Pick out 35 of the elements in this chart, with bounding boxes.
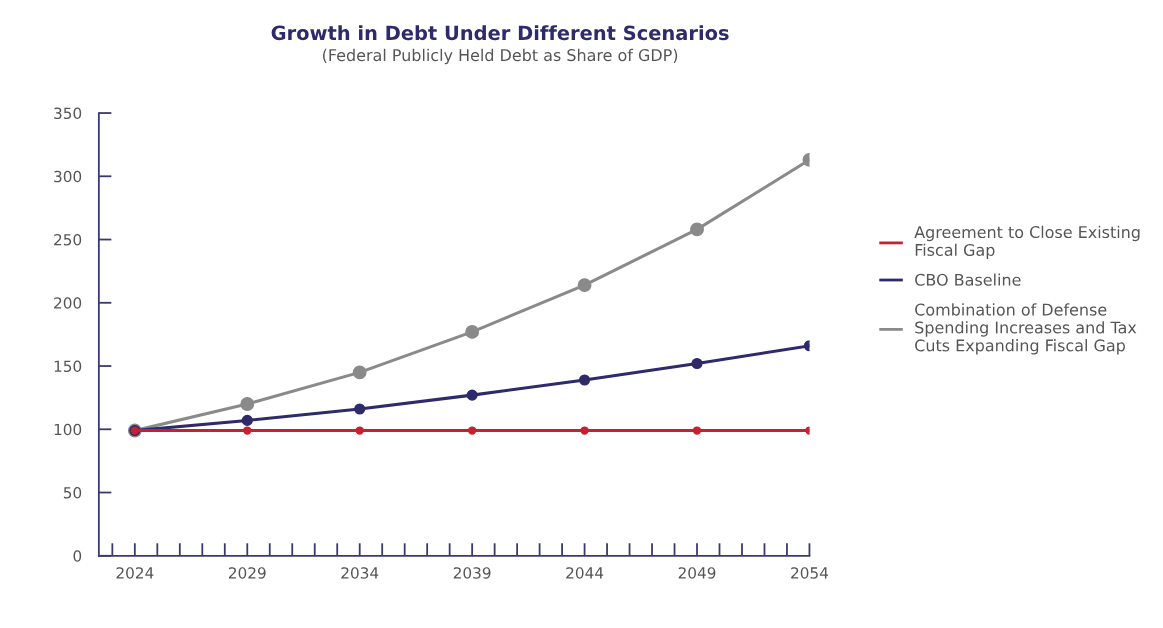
legend-label: Agreement to Close Existing Fiscal Gap (914, 225, 1140, 260)
y-tick-label: 200 (54, 297, 82, 309)
point (466, 389, 478, 401)
x-tick-label: 2029 (228, 567, 266, 579)
y-tick-label: 350 (54, 107, 82, 120)
point (241, 414, 253, 426)
x-tick-label: 2049 (678, 567, 716, 579)
x-tick-label: 2044 (566, 567, 604, 579)
y-tick-label: 250 (54, 234, 82, 246)
y-tick-label: 0 (73, 550, 82, 562)
x-tick-label: 2034 (341, 567, 379, 579)
chart-subtitle: (Federal Publicly Held Debt as Share of GDP) (323, 48, 678, 65)
y-tick-label: 300 (54, 170, 82, 183)
x-tick-label: 2024 (116, 567, 154, 579)
point (580, 426, 589, 435)
point (352, 365, 367, 380)
y-tick-label: 50 (63, 487, 82, 499)
point (690, 222, 704, 237)
point (243, 426, 252, 435)
point (691, 357, 703, 370)
point (465, 324, 480, 339)
point (467, 426, 477, 435)
point (354, 403, 366, 415)
x-tick-label: 2039 (453, 567, 491, 579)
chart-title: Growth in Debt Under Different Scenarios (271, 25, 729, 41)
point (692, 426, 702, 435)
y-tick-label: 150 (54, 360, 82, 373)
legend-label: Combination of Defense Spending Increases and Tax Cuts Expanding Fiscal Gap (915, 303, 1137, 355)
point (240, 397, 255, 411)
x-tick-label: 2054 (791, 567, 829, 579)
point (355, 426, 364, 435)
point (577, 278, 592, 293)
legend-label: CBO Baseline (915, 273, 1021, 286)
point (579, 374, 591, 386)
y-tick-label: 100 (54, 423, 82, 436)
